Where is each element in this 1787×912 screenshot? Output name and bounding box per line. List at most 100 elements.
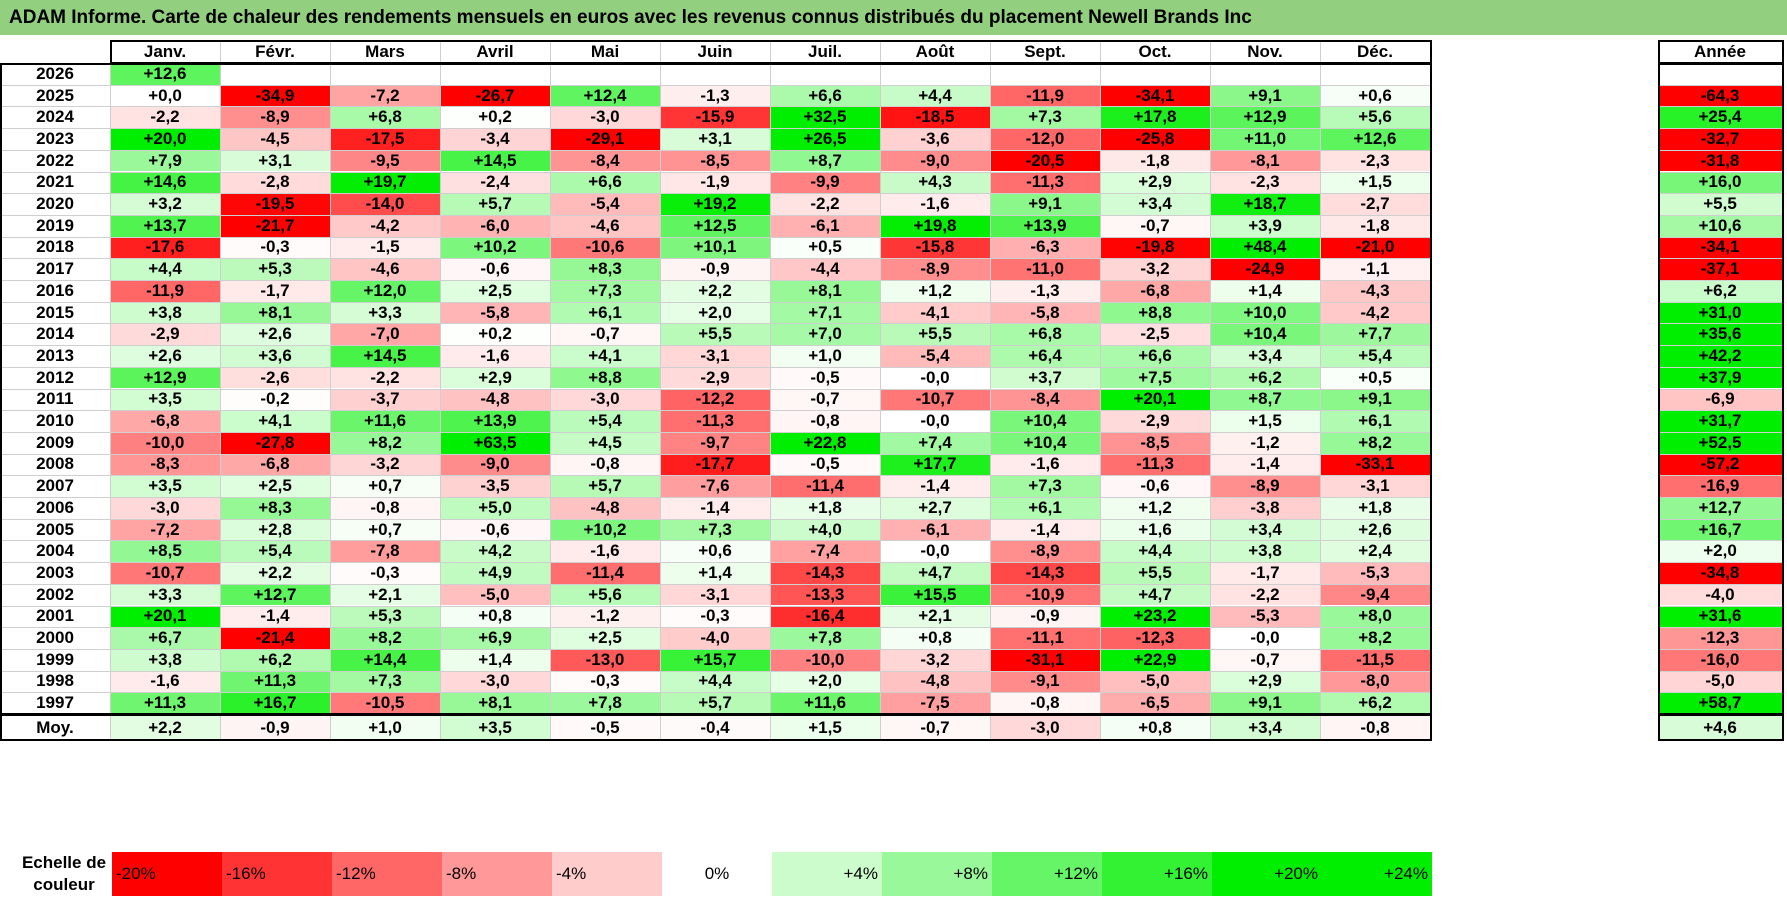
heatmap-cell: +3,8	[110, 648, 220, 671]
grid-line	[110, 40, 111, 741]
heatmap-cell: +8,2	[330, 627, 440, 649]
heatmap-cell: +2,6	[110, 345, 220, 367]
heatmap-cell: -5,3	[1210, 605, 1320, 628]
heatmap-cell: -0,7	[1210, 648, 1320, 671]
heatmap-cell: -4,2	[1320, 301, 1430, 324]
heatmap-cell: -2,2	[110, 106, 220, 129]
grid-line	[1658, 648, 1782, 650]
heatmap-cell: +11,3	[220, 670, 330, 693]
heatmap-cell: +1,6	[1100, 518, 1210, 541]
heatmap-cell: +5,7	[660, 692, 770, 714]
heatmap-cell: -0,2	[220, 388, 330, 411]
month-header: Nov.	[1247, 41, 1283, 61]
year-label: 2011	[36, 389, 74, 409]
grid-line	[1658, 84, 1782, 86]
heatmap-cell: -2,9	[1100, 410, 1210, 432]
grid-line	[0, 453, 1430, 455]
heatmap-cell: -0,8	[770, 410, 880, 432]
heatmap-cell: -11,3	[1100, 453, 1210, 476]
heatmap-cell: -9,9	[770, 171, 880, 194]
grid-line	[1658, 627, 1782, 629]
grid-line	[0, 562, 1430, 564]
heatmap-cell: +12,7	[220, 583, 330, 606]
average-cell: -0,9	[220, 714, 330, 741]
annual-cell: +52,5	[1658, 431, 1782, 454]
heatmap-cell: +14,4	[330, 648, 440, 671]
heatmap-cell: -4,8	[880, 670, 990, 693]
heatmap-cell: +3,5	[110, 388, 220, 411]
heatmap-cell: -11,0	[990, 258, 1100, 280]
heatmap-cell: -1,6	[440, 345, 550, 367]
heatmap-cell: +3,8	[110, 301, 220, 324]
heatmap-cell: +5,4	[220, 540, 330, 563]
heatmap-cell: +0,8	[880, 627, 990, 649]
grid-line	[1658, 214, 1782, 216]
annual-returns-table: Année -64,3 +25,4 -32,7 -31,8 +16,0 +5,5 +10,6-…	[1658, 40, 1784, 843]
heatmap-cell: +20,1	[1100, 388, 1210, 411]
heatmap-cell: +3,9	[1210, 214, 1320, 237]
heatmap-cell: -8,9	[990, 540, 1100, 563]
grid-line	[1658, 453, 1782, 455]
heatmap-cell: +2,0	[770, 670, 880, 693]
grid-line	[1658, 106, 1782, 108]
heatmap-cell: -4,6	[330, 258, 440, 280]
heatmap-cell: +23,2	[1100, 605, 1210, 628]
heatmap-cell: +8,2	[330, 431, 440, 454]
heatmap-cell: +8,3	[220, 497, 330, 519]
heatmap-cell: -2,3	[1320, 149, 1430, 172]
heatmap-cell: -34,9	[220, 84, 330, 107]
grid-line	[1658, 431, 1782, 433]
heatmap-cell: -0,3	[550, 670, 660, 693]
heatmap-cell: +17,7	[880, 453, 990, 476]
heatmap-cell: -10,0	[110, 431, 220, 454]
heatmap-cell: -14,3	[770, 562, 880, 584]
heatmap-cell	[660, 63, 770, 85]
year-label: 1998	[36, 671, 74, 691]
grid-line	[1658, 518, 1782, 520]
heatmap-cell: -3,4	[440, 128, 550, 150]
annual-cell: +12,7	[1658, 497, 1782, 519]
annual-average-cell: +4,6	[1658, 714, 1782, 741]
year-label: 2018	[36, 237, 74, 257]
heatmap-cell: -4,0	[660, 627, 770, 649]
report-title: ADAM Informe. Carte de chaleur des rende…	[0, 0, 1787, 35]
heatmap-cell: -8,5	[1100, 431, 1210, 454]
heatmap-cell: +3,1	[220, 149, 330, 172]
grid-line	[770, 40, 771, 741]
heatmap-cell: -15,8	[880, 236, 990, 259]
heatmap-cell: -1,7	[1210, 562, 1320, 584]
heatmap-cell: +3,7	[990, 366, 1100, 389]
heatmap-cell: +2,1	[330, 583, 440, 606]
heatmap-cell: +1,4	[440, 648, 550, 671]
heatmap-cell: +9,1	[1210, 692, 1320, 714]
heatmap-cell: -3,0	[550, 388, 660, 411]
heatmap-cell: +1,0	[770, 345, 880, 367]
heatmap-cell: -7,6	[660, 475, 770, 497]
heatmap-cell: +1,8	[770, 497, 880, 519]
heatmap-cell: -18,5	[880, 106, 990, 129]
heatmap-cell: +6,6	[770, 84, 880, 107]
year-label: 2005	[36, 519, 74, 539]
grid-line	[1658, 388, 1782, 390]
heatmap-cell: +10,0	[1210, 301, 1320, 324]
color-scale-stop: +16%	[1102, 852, 1212, 896]
average-cell: +1,0	[330, 714, 440, 741]
heatmap-cell: +26,5	[770, 128, 880, 150]
heatmap-cell	[1320, 63, 1430, 85]
heatmap-cell: -20,5	[990, 149, 1100, 172]
heatmap-cell: -0,0	[880, 540, 990, 563]
annual-cell: +37,9	[1658, 366, 1782, 389]
color-scale-stop: +12%	[992, 852, 1102, 896]
heatmap-cell: -5,8	[990, 301, 1100, 324]
heatmap-cell: +4,9	[440, 562, 550, 584]
heatmap-cell: -1,7	[220, 280, 330, 302]
grid-line	[1658, 410, 1782, 412]
heatmap-cell: +6,6	[550, 171, 660, 194]
heatmap-cell	[330, 63, 440, 85]
heatmap-cell: -3,6	[880, 128, 990, 150]
heatmap-cell: -6,8	[110, 410, 220, 432]
grid-line	[0, 692, 1430, 694]
heatmap-cell: +5,6	[1320, 106, 1430, 129]
grid-line	[1658, 714, 1782, 715]
heatmap-cell: +2,2	[220, 562, 330, 584]
